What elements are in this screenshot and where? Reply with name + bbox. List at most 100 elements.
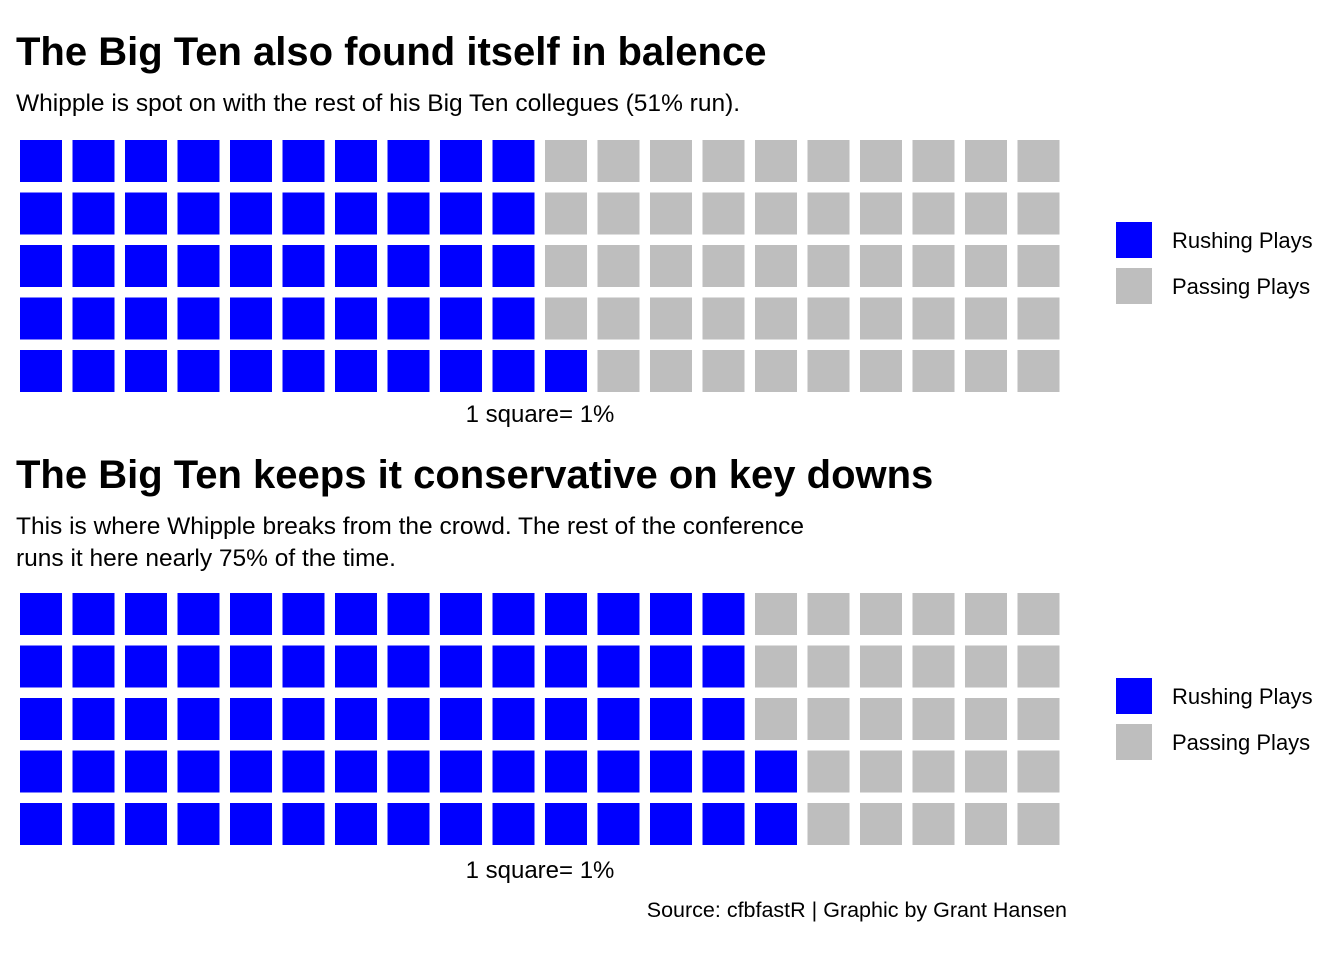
waffle-square-rushing bbox=[177, 350, 220, 392]
waffle-square-passing bbox=[807, 140, 850, 182]
waffle-square-passing bbox=[912, 698, 955, 740]
waffle-square-rushing bbox=[597, 750, 640, 793]
waffle-square-rushing bbox=[177, 297, 220, 340]
waffle-square-passing bbox=[597, 297, 640, 340]
legend-item-passing: Passing Plays bbox=[1116, 724, 1336, 770]
waffle-grid bbox=[20, 140, 1060, 392]
waffle-square-rushing bbox=[282, 645, 325, 688]
waffle-square-rushing bbox=[20, 350, 62, 392]
waffle-square-rushing bbox=[597, 803, 640, 845]
waffle-square-passing bbox=[755, 245, 797, 287]
waffle-square-passing bbox=[597, 192, 640, 235]
waffle-square-rushing bbox=[387, 803, 430, 845]
waffle-square-rushing bbox=[702, 750, 745, 793]
waffle-square-passing bbox=[1017, 803, 1060, 845]
waffle-square-passing bbox=[807, 645, 850, 688]
waffle-square-rushing bbox=[230, 750, 272, 793]
waffle-square-rushing bbox=[20, 593, 62, 635]
waffle-square-passing bbox=[650, 297, 692, 340]
waffle-square-passing bbox=[702, 140, 745, 182]
waffle-square-passing bbox=[1017, 192, 1060, 235]
waffle-square-passing bbox=[755, 192, 797, 235]
waffle-caption: 1 square= 1% bbox=[465, 857, 615, 884]
legend-swatch-passing bbox=[1116, 268, 1152, 304]
waffle-square-rushing bbox=[20, 750, 62, 793]
waffle-square-rushing bbox=[492, 750, 535, 793]
waffle-square-passing bbox=[860, 245, 902, 287]
waffle-square-rushing bbox=[650, 593, 692, 635]
waffle-square-rushing bbox=[440, 645, 482, 688]
waffle-square-passing bbox=[597, 140, 640, 182]
waffle-square-rushing bbox=[230, 593, 272, 635]
waffle-square-passing bbox=[807, 192, 850, 235]
waffle-square-rushing bbox=[440, 593, 482, 635]
waffle-square-passing bbox=[702, 192, 745, 235]
waffle-square-passing bbox=[1017, 698, 1060, 740]
source-credit: Source: cfbfastR | Graphic by Grant Hans… bbox=[646, 898, 1067, 922]
waffle-square-rushing bbox=[335, 593, 377, 635]
waffle-square-passing bbox=[912, 350, 955, 392]
waffle-square-rushing bbox=[702, 645, 745, 688]
waffle-square-rushing bbox=[387, 297, 430, 340]
waffle-square-rushing bbox=[387, 140, 430, 182]
waffle-square-passing bbox=[650, 350, 692, 392]
waffle-square-passing bbox=[912, 140, 955, 182]
waffle-square-rushing bbox=[545, 698, 587, 740]
waffle-square-rushing bbox=[125, 593, 167, 635]
legend: Rushing Plays Passing Plays bbox=[1116, 222, 1336, 314]
waffle-square-rushing bbox=[545, 350, 587, 392]
waffle-grid bbox=[20, 593, 1060, 845]
waffle-square-rushing bbox=[125, 698, 167, 740]
waffle-square-passing bbox=[1017, 245, 1060, 287]
waffle-square-rushing bbox=[20, 803, 62, 845]
waffle-square-passing bbox=[807, 245, 850, 287]
waffle-square-passing bbox=[650, 245, 692, 287]
legend-label-passing: Passing Plays bbox=[1172, 274, 1311, 299]
waffle-square-passing bbox=[807, 350, 850, 392]
waffle-square-rushing bbox=[230, 803, 272, 845]
waffle-square-passing bbox=[1017, 140, 1060, 182]
waffle-square-rushing bbox=[125, 297, 167, 340]
waffle-square-rushing bbox=[177, 192, 220, 235]
waffle-square-rushing bbox=[72, 192, 115, 235]
legend-label-rushing: Rushing Plays bbox=[1172, 228, 1313, 253]
waffle-square-passing bbox=[1017, 593, 1060, 635]
waffle-square-rushing bbox=[282, 297, 325, 340]
waffle-square-passing bbox=[912, 297, 955, 340]
waffle-square-rushing bbox=[387, 645, 430, 688]
waffle-square-passing bbox=[755, 645, 797, 688]
waffle-square-rushing bbox=[650, 750, 692, 793]
waffle-square-passing bbox=[1017, 750, 1060, 793]
waffle-square-rushing bbox=[282, 750, 325, 793]
waffle-square-rushing bbox=[282, 593, 325, 635]
waffle-square-rushing bbox=[335, 140, 377, 182]
waffle-square-rushing bbox=[755, 750, 797, 793]
waffle-square-rushing bbox=[492, 297, 535, 340]
waffle-square-rushing bbox=[492, 593, 535, 635]
waffle-square-passing bbox=[702, 245, 745, 287]
waffle-square-passing bbox=[860, 140, 902, 182]
waffle-panel-overall: The Big Ten also found itself in balence… bbox=[0, 0, 1344, 440]
waffle-square-passing bbox=[860, 698, 902, 740]
waffle-square-rushing bbox=[440, 192, 482, 235]
waffle-square-rushing bbox=[335, 750, 377, 793]
waffle-square-rushing bbox=[177, 750, 220, 793]
waffle-square-passing bbox=[965, 297, 1007, 340]
waffle-square-rushing bbox=[387, 245, 430, 287]
waffle-square-rushing bbox=[440, 350, 482, 392]
waffle-square-rushing bbox=[230, 192, 272, 235]
waffle-square-rushing bbox=[177, 698, 220, 740]
chart-subtitle: Whipple is spot on with the rest of his … bbox=[16, 90, 741, 117]
waffle-square-passing bbox=[860, 192, 902, 235]
waffle-square-rushing bbox=[177, 593, 220, 635]
waffle-square-passing bbox=[912, 803, 955, 845]
legend-item-passing: Passing Plays bbox=[1116, 268, 1336, 314]
waffle-square-rushing bbox=[72, 593, 115, 635]
waffle-square-rushing bbox=[177, 803, 220, 845]
waffle-square-rushing bbox=[492, 245, 535, 287]
waffle-square-passing bbox=[860, 645, 902, 688]
waffle-square-rushing bbox=[387, 698, 430, 740]
waffle-square-passing bbox=[1017, 645, 1060, 688]
waffle-square-rushing bbox=[125, 350, 167, 392]
waffle-square-passing bbox=[965, 593, 1007, 635]
